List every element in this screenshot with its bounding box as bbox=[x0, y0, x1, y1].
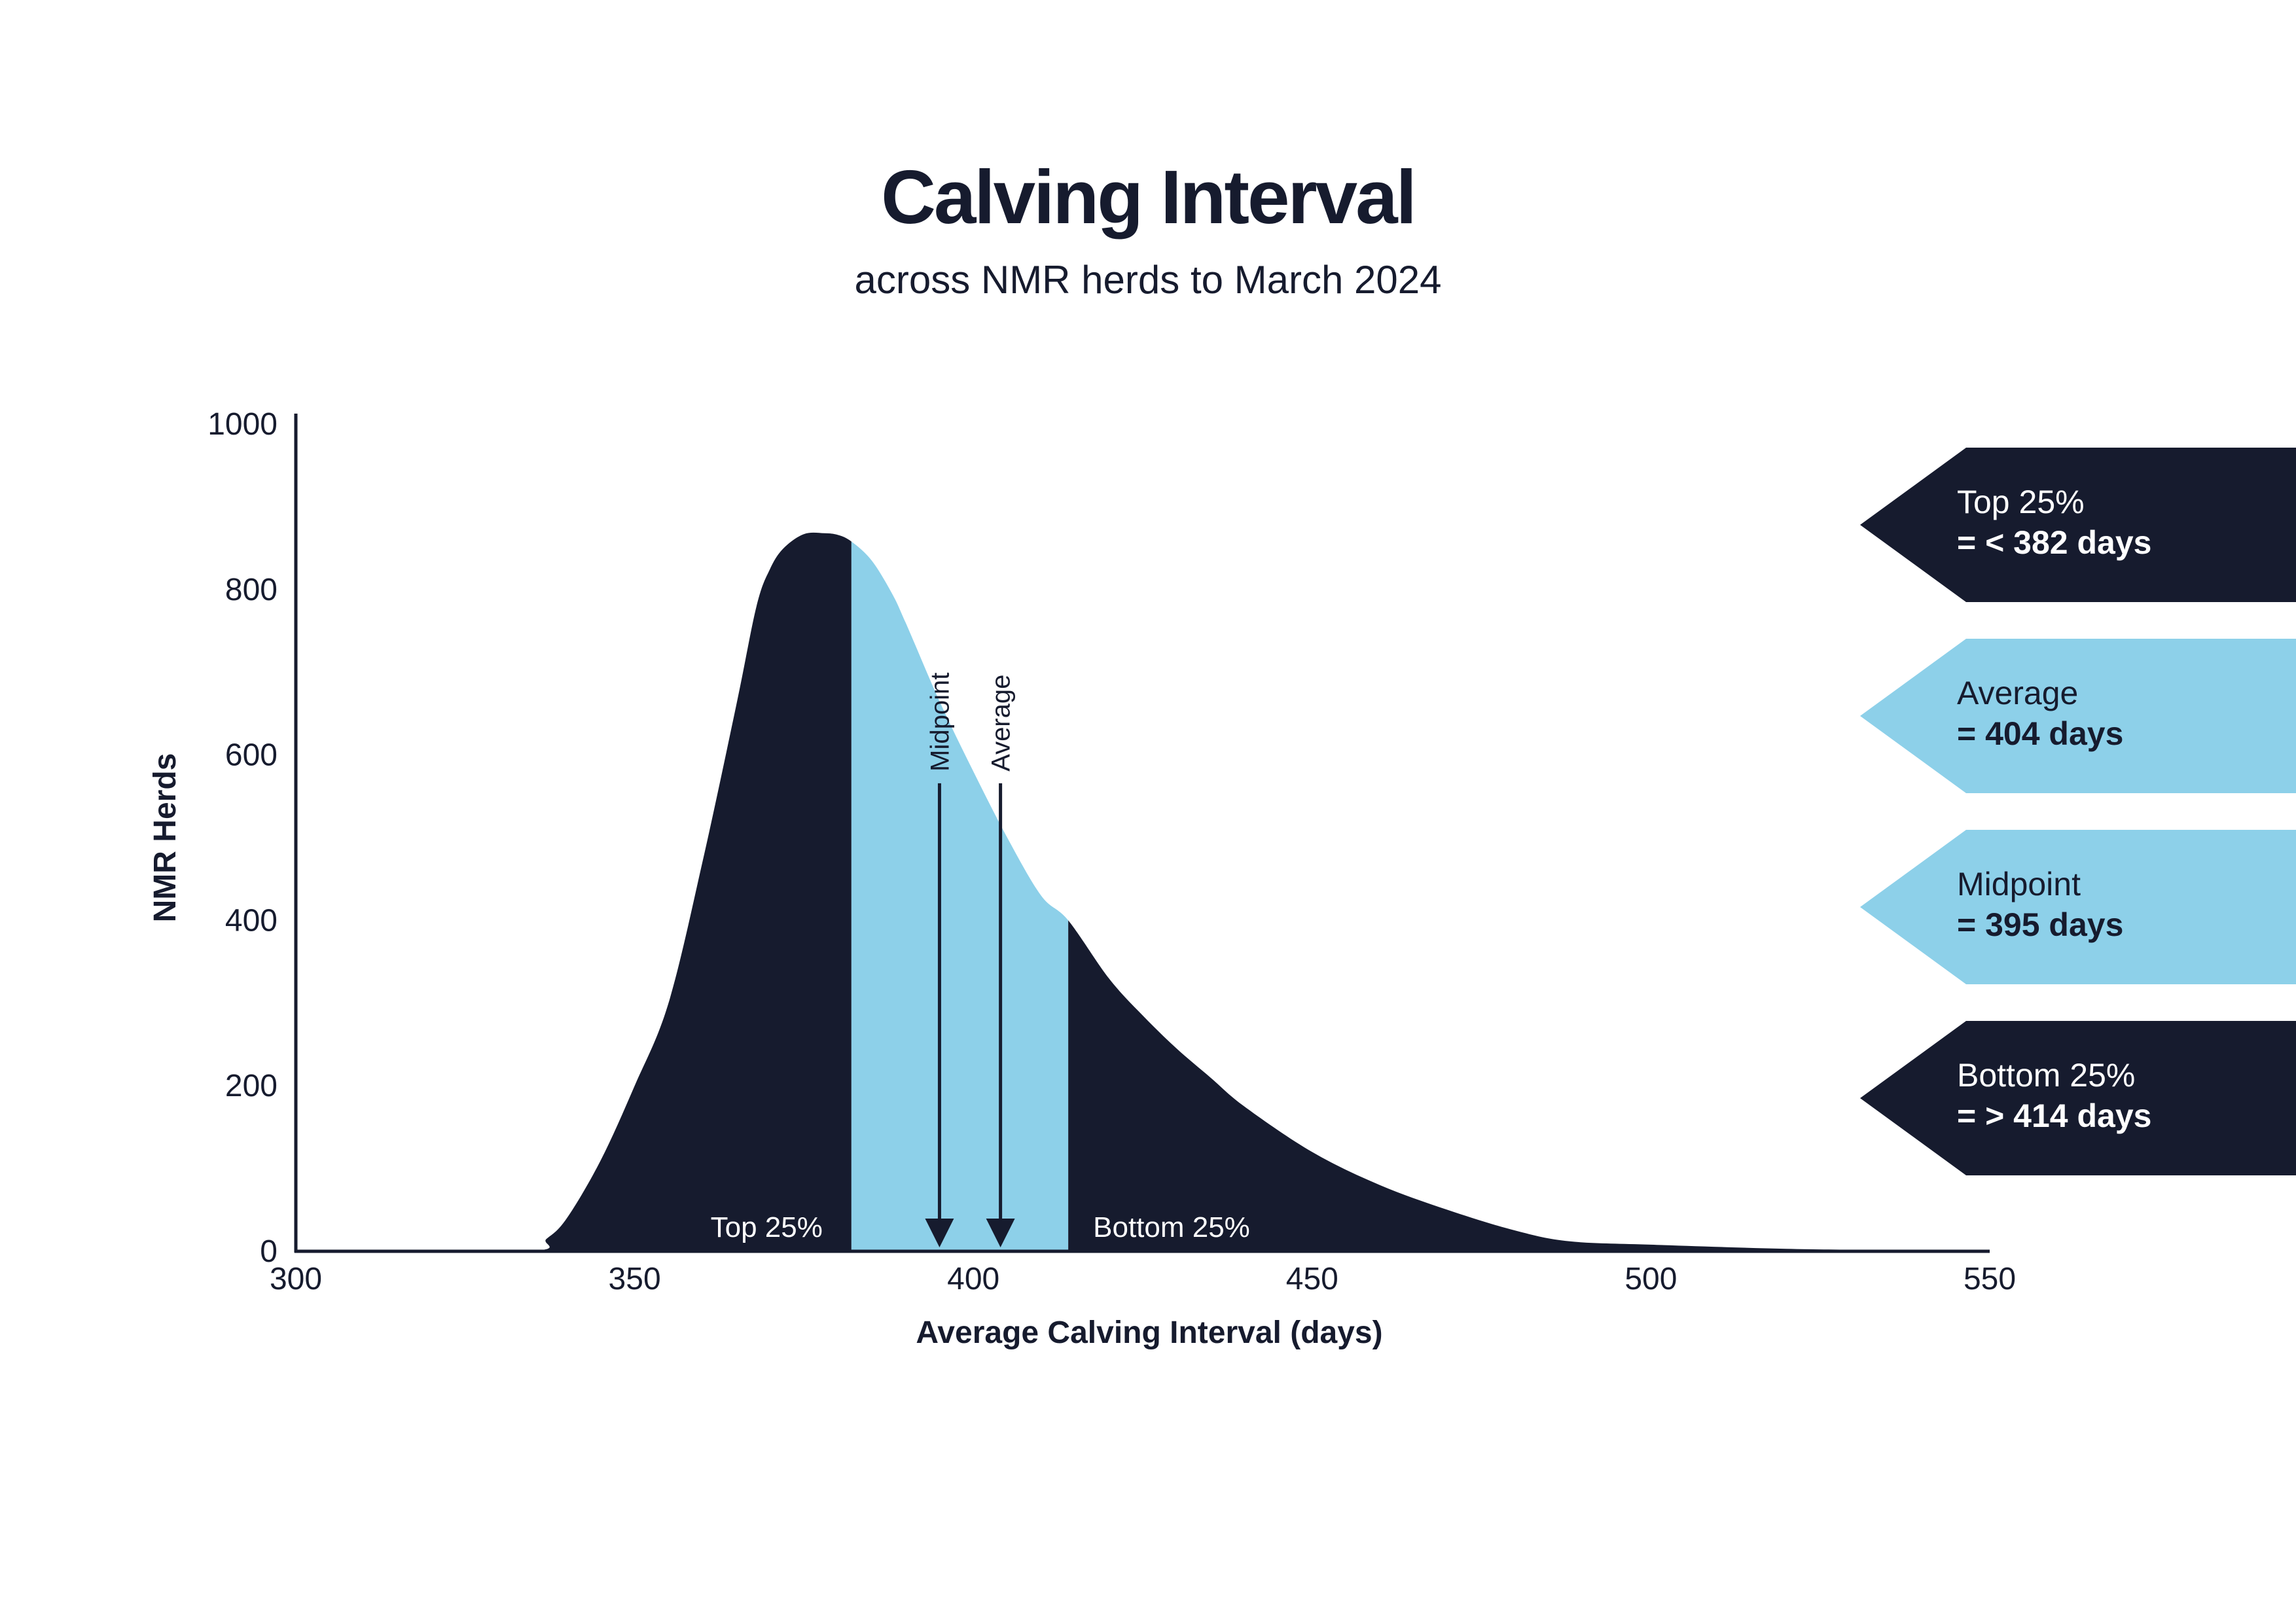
callout-value: = > 414 days bbox=[1957, 1097, 2151, 1134]
callout-4: Bottom 25%= > 414 days bbox=[1860, 1021, 2296, 1175]
y-tick-label: 400 bbox=[225, 903, 278, 938]
x-axis-title: Average Calving Interval (days) bbox=[916, 1315, 1382, 1350]
x-tick-label: 300 bbox=[270, 1262, 322, 1296]
region-labels: Top 25% Bottom 25% bbox=[711, 1211, 1250, 1243]
x-tick-label: 350 bbox=[609, 1262, 661, 1296]
marker-label-midpoint: Midpoint bbox=[925, 673, 954, 772]
region-label-top: Top 25% bbox=[711, 1211, 823, 1243]
callout-value: = 404 days bbox=[1957, 715, 2123, 752]
region-label-bottom: Bottom 25% bbox=[1093, 1211, 1250, 1243]
y-axis-title: NMR Herds bbox=[148, 753, 183, 923]
callouts: Top 25% = < 382 days Average = 404 days Midp… bbox=[1860, 448, 2296, 1175]
markers: Midpoint Average bbox=[925, 673, 1016, 1247]
callout-2: Average = 404 days bbox=[1860, 639, 2296, 793]
x-tick-label: 500 bbox=[1624, 1262, 1677, 1296]
callout-shape bbox=[1860, 639, 2296, 793]
callout-1: Top 25% = < 382 days bbox=[1860, 448, 2296, 602]
marker-arrowhead-midpoint bbox=[925, 1219, 954, 1247]
callout-value: = < 382 days bbox=[1957, 524, 2151, 561]
x-tick-label: 450 bbox=[1286, 1262, 1338, 1296]
y-tick-label: 800 bbox=[225, 573, 278, 607]
marker-arrowhead-average bbox=[986, 1219, 1015, 1247]
marker-label-average: Average bbox=[987, 675, 1016, 772]
axes: 300 350 400 450 500 550 0 200 400 600 800 1000 bbox=[207, 407, 2016, 1296]
callout-shape bbox=[1860, 448, 2296, 602]
distribution-region-3 bbox=[1068, 920, 1990, 1251]
callout-shape bbox=[1860, 830, 2296, 984]
distribution-areas bbox=[296, 532, 1990, 1252]
callout-label: Midpoint bbox=[1957, 866, 2081, 902]
y-tick-label: 600 bbox=[225, 738, 278, 773]
callout-label: Top 25% bbox=[1957, 484, 2085, 520]
y-tick-label: 1000 bbox=[207, 407, 278, 442]
x-tick-label: 400 bbox=[947, 1262, 999, 1296]
y-tick-label: 200 bbox=[225, 1069, 278, 1103]
chart-subtitle: across NMR herds to March 2024 bbox=[854, 258, 1442, 302]
distribution-region-2 bbox=[851, 541, 1069, 1251]
callout-label: Average bbox=[1957, 675, 2078, 711]
distribution-region-1 bbox=[296, 532, 852, 1252]
callout-3: Midpoint = 395 days bbox=[1860, 830, 2296, 984]
callout-label: Bottom 25% bbox=[1957, 1057, 2135, 1094]
chart-title: Calving Interval bbox=[881, 154, 1417, 240]
callout-shape bbox=[1860, 1021, 2296, 1175]
callout-value: = 395 days bbox=[1957, 906, 2123, 943]
x-tick-label: 550 bbox=[1964, 1262, 2016, 1296]
y-tick-label: 0 bbox=[260, 1234, 278, 1269]
